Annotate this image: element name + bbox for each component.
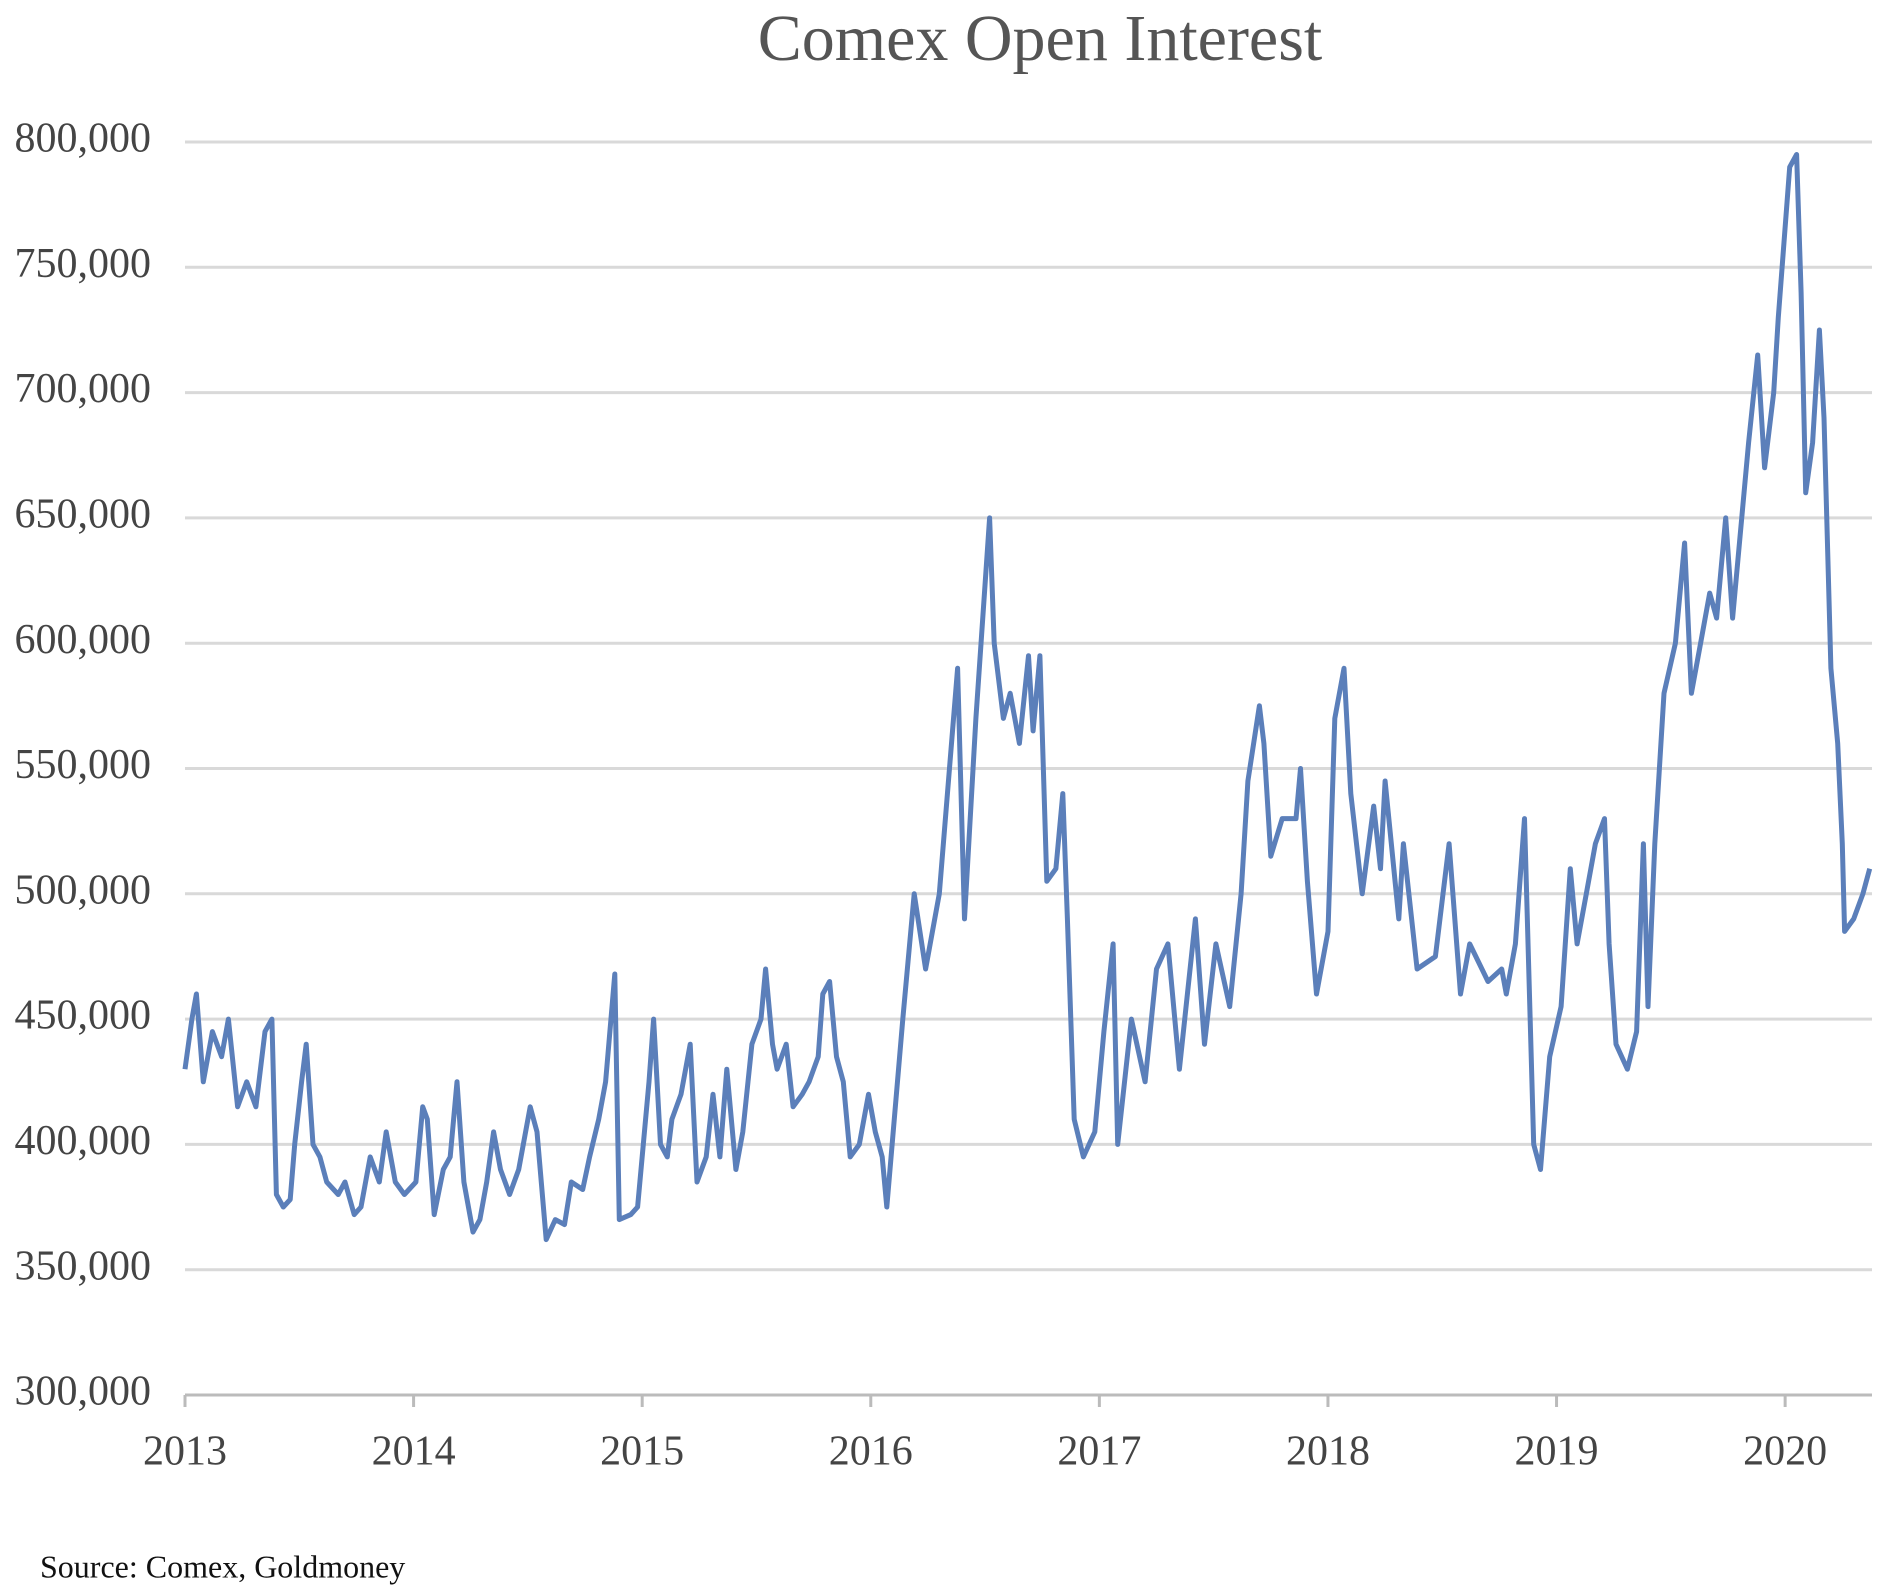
data-line bbox=[182, 152, 1873, 1243]
x-tick-label: 2020 bbox=[1743, 1429, 1827, 1475]
y-tick-label: 650,000 bbox=[15, 492, 152, 538]
x-tick-label: 2017 bbox=[1057, 1429, 1141, 1475]
y-tick-label: 750,000 bbox=[15, 241, 152, 287]
x-tick-label: 2015 bbox=[600, 1429, 684, 1475]
y-tick-label: 700,000 bbox=[15, 366, 152, 412]
y-tick-label: 400,000 bbox=[15, 1118, 152, 1164]
y-tick-label: 450,000 bbox=[15, 993, 152, 1039]
x-tick-label: 2014 bbox=[372, 1429, 456, 1475]
y-tick-label: 800,000 bbox=[15, 116, 152, 162]
x-tick-label: 2018 bbox=[1286, 1429, 1370, 1475]
x-tick-label: 2013 bbox=[143, 1429, 227, 1475]
y-tick-label: 500,000 bbox=[15, 867, 152, 913]
source-note: Source: Comex, Goldmoney bbox=[40, 1548, 405, 1584]
y-tick-label: 600,000 bbox=[15, 617, 152, 663]
x-tick-label: 2019 bbox=[1515, 1429, 1599, 1475]
y-tick-label: 350,000 bbox=[15, 1243, 152, 1289]
y-tick-label: 300,000 bbox=[15, 1369, 152, 1415]
y-tick-label: 550,000 bbox=[15, 742, 152, 788]
chart-title: Comex Open Interest bbox=[758, 2, 1323, 75]
x-tick-label: 2016 bbox=[829, 1429, 913, 1475]
